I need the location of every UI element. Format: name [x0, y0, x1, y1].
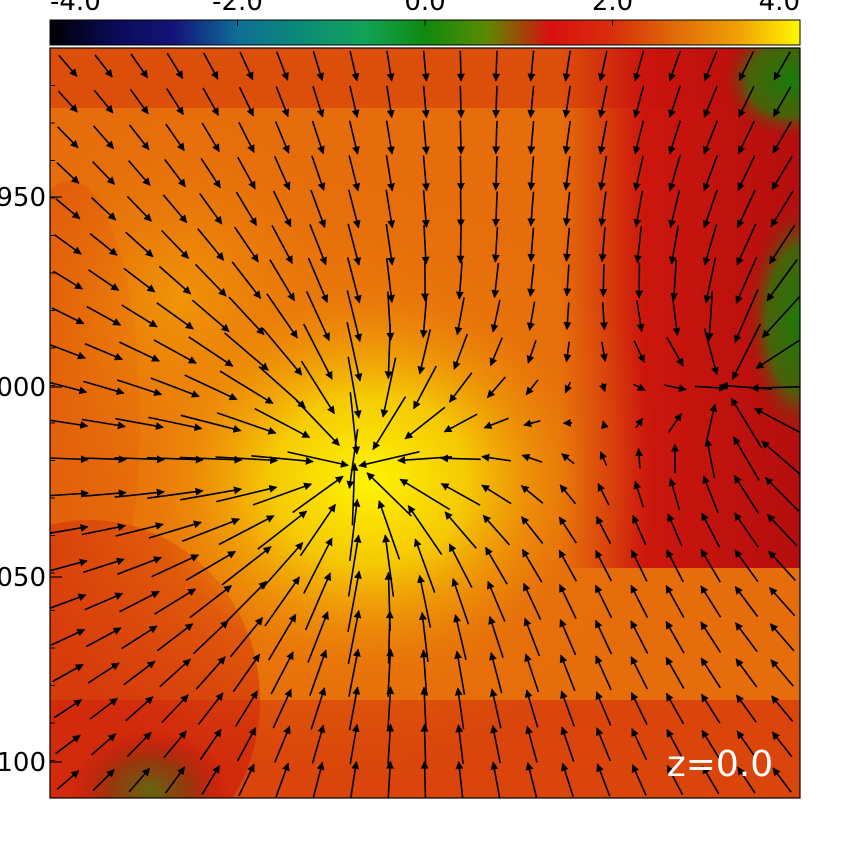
plot-area	[0, 20, 850, 850]
colorbar-tick-label: 0.0	[404, 0, 445, 17]
vector-arrow	[603, 421, 604, 425]
vector-arrow	[603, 264, 604, 296]
y-tick-label: -5100	[0, 748, 46, 778]
colorbar-tick-label: 2.0	[592, 0, 633, 17]
vector-arrow	[460, 51, 461, 81]
vector-arrow	[496, 51, 497, 81]
colorbar-tick-label: 4.0	[759, 0, 800, 17]
y-tick-label: -4950	[0, 183, 46, 213]
z-label: z=0.0	[667, 744, 773, 785]
field-yellow-core	[150, 290, 590, 670]
colorbar: -4.0 -2.0 0.0 2.0 4.0	[50, 0, 800, 45]
y-tick-label: -5050	[0, 563, 46, 593]
vector-arrow	[460, 121, 461, 154]
colorbar-tick-label: -4.0	[50, 0, 101, 17]
vector-arrow	[441, 458, 481, 459]
colorbar-tick-label: -2.0	[212, 0, 263, 17]
vector-arrow	[460, 226, 461, 263]
vector-arrow	[425, 762, 426, 799]
field-green-right	[745, 200, 850, 440]
vector-arrow	[460, 86, 461, 118]
vector-arrow	[460, 156, 461, 191]
